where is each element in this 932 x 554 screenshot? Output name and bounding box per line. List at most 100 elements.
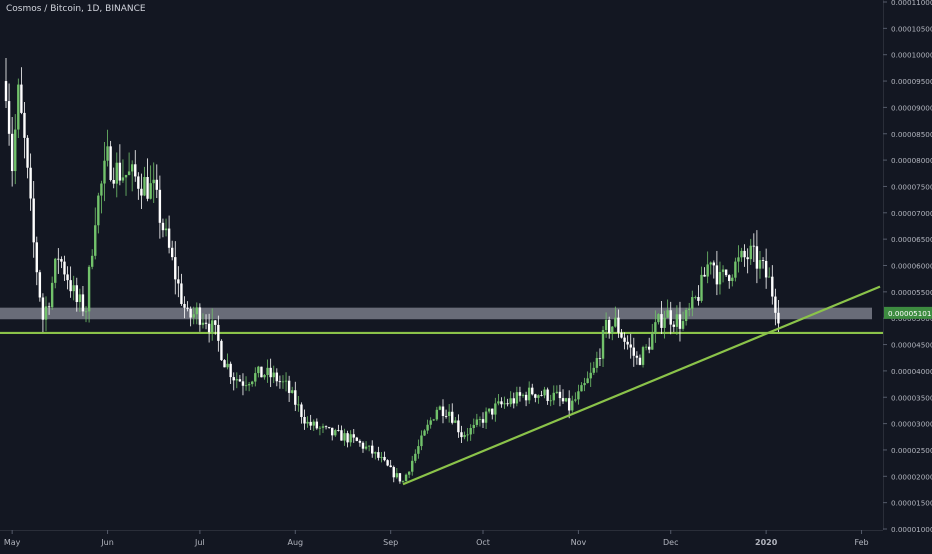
candle-body xyxy=(291,390,294,393)
candle-body xyxy=(607,319,611,334)
candle-body xyxy=(706,264,709,277)
candle-body xyxy=(666,310,669,318)
candle-body xyxy=(257,366,260,374)
candle-body xyxy=(552,392,555,401)
candle-body xyxy=(503,403,506,405)
candle-body xyxy=(564,398,568,402)
candle-body xyxy=(84,311,88,313)
candle-body xyxy=(327,426,331,428)
candle-body xyxy=(121,177,125,181)
candle-body xyxy=(90,255,94,267)
candle-body xyxy=(364,446,368,449)
candle-body xyxy=(229,363,232,378)
candle-body xyxy=(115,162,118,184)
candle-body xyxy=(164,228,168,231)
candle-body xyxy=(4,81,8,102)
candle-body xyxy=(297,404,300,406)
candle-body xyxy=(771,276,774,297)
candle-body xyxy=(272,372,275,378)
candle-body xyxy=(755,246,759,269)
candle-body xyxy=(337,430,340,431)
candle-body xyxy=(38,272,42,298)
candle-body xyxy=(404,474,408,482)
candle-body xyxy=(429,420,432,425)
candle-body xyxy=(457,420,460,433)
candle-body xyxy=(17,84,20,130)
candle-body xyxy=(63,261,66,275)
candle-body xyxy=(343,433,346,441)
y-tick-label: 0.00010500 xyxy=(891,24,932,33)
candle-body xyxy=(435,409,439,420)
candle-body xyxy=(515,392,519,404)
candle-body xyxy=(684,309,688,322)
candle-body xyxy=(407,471,411,475)
candle-body xyxy=(687,308,691,310)
candle-body xyxy=(109,146,112,180)
candle-body xyxy=(481,419,485,423)
candle-body xyxy=(740,250,743,258)
candle-body xyxy=(371,445,374,454)
candle-body xyxy=(663,317,666,328)
candle-body xyxy=(724,269,728,276)
candle-body xyxy=(660,314,663,328)
candle-body xyxy=(604,319,608,331)
candle-body xyxy=(180,283,183,304)
candle-body xyxy=(155,179,158,190)
y-tick-label: 0.00006500 xyxy=(891,235,932,244)
candle-body xyxy=(657,314,660,323)
candle-body xyxy=(44,306,48,320)
candle-body xyxy=(451,411,454,423)
candle-body xyxy=(447,411,451,417)
candle-body xyxy=(395,473,399,478)
candle-body xyxy=(324,426,328,428)
candle-body xyxy=(254,373,257,382)
candle-body xyxy=(10,133,14,172)
candle-body xyxy=(66,274,69,281)
candle-body xyxy=(204,322,208,324)
candle-body xyxy=(728,275,731,281)
candle-body xyxy=(389,465,392,468)
candle-body xyxy=(774,296,777,313)
candle-body xyxy=(278,381,282,383)
candle-body xyxy=(189,308,192,318)
candle-body xyxy=(287,380,291,393)
candle-body xyxy=(57,258,60,260)
candle-body xyxy=(300,404,303,418)
candle-body xyxy=(20,84,23,113)
candle-body xyxy=(250,381,254,385)
candle-body xyxy=(420,435,423,447)
candle-body xyxy=(81,294,85,312)
candle-body xyxy=(35,242,38,273)
candle-body xyxy=(303,417,306,424)
y-tick-label: 0.00010000 xyxy=(891,51,932,60)
candle-body xyxy=(392,467,395,478)
y-tick-label: 0.00003500 xyxy=(891,393,932,402)
x-tick-label: Aug xyxy=(287,538,303,547)
y-tick-label: 0.00009500 xyxy=(891,77,932,86)
y-tick-label: 0.00002500 xyxy=(891,446,932,455)
candle-body xyxy=(669,310,672,325)
candle-body xyxy=(638,357,642,365)
candle-body xyxy=(315,421,319,429)
last-price-label-bg xyxy=(884,306,932,319)
candle-body xyxy=(691,297,694,309)
y-tick-label: 0.00007000 xyxy=(891,209,932,218)
candle-body xyxy=(768,276,771,278)
candle-body xyxy=(737,257,740,262)
y-tick-label: 0.00001000 xyxy=(891,525,932,534)
chart-title: Cosmos / Bitcoin, 1D, BINANCE xyxy=(6,4,146,14)
candle-body xyxy=(555,391,559,393)
candle-body xyxy=(675,314,679,327)
candle-body xyxy=(577,391,580,400)
candle-body xyxy=(715,265,719,285)
candle-body xyxy=(531,387,534,395)
candles xyxy=(4,58,780,484)
rising-trendline xyxy=(402,285,881,486)
candle-body xyxy=(709,262,712,265)
candle-body xyxy=(589,372,592,379)
candle-body xyxy=(380,456,383,458)
candle-body xyxy=(195,307,199,315)
x-tick-label: Sep xyxy=(383,538,398,547)
candle-body xyxy=(318,427,322,429)
candle-body xyxy=(143,177,146,196)
